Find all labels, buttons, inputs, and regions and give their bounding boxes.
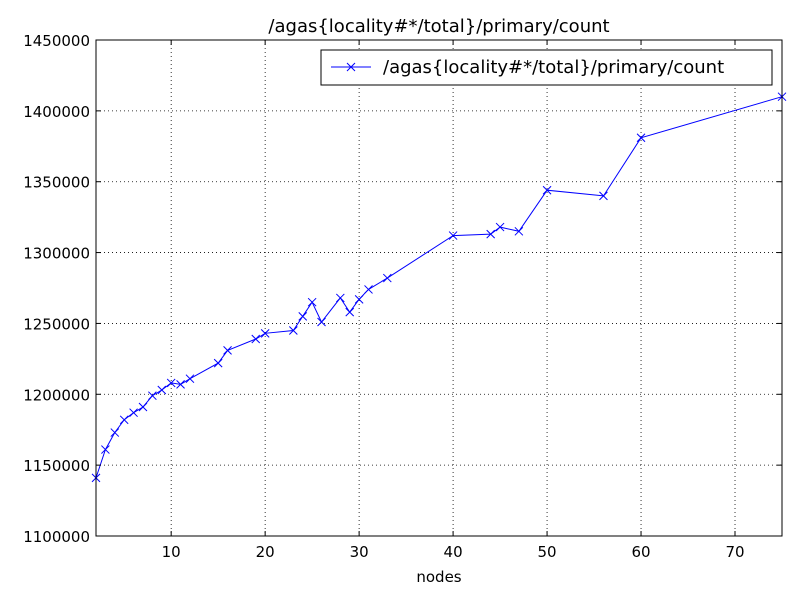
data-point-marker — [382, 273, 392, 283]
data-point-marker — [495, 222, 505, 232]
data-point-marker — [354, 294, 364, 304]
data-point-marker — [288, 326, 298, 335]
data-point-marker — [119, 415, 129, 425]
data-point-marker — [307, 297, 317, 307]
data-point-marker — [185, 374, 195, 384]
y-tick-label: 1100000 — [23, 528, 90, 546]
x-tick-label: 20 — [256, 543, 275, 561]
y-tick-label: 1450000 — [23, 32, 90, 50]
x-axis-label: nodes — [416, 568, 461, 586]
legend: /agas{locality#*/total}/primary/count — [320, 49, 773, 86]
data-point-marker — [176, 380, 185, 389]
data-point-marker — [636, 133, 646, 143]
data-point-marker — [101, 445, 110, 454]
data-point-marker — [514, 226, 524, 236]
data-point-marker — [223, 346, 232, 355]
chart-title: /agas{locality#*/total}/primary/count — [268, 16, 609, 37]
data-point-marker — [260, 328, 270, 338]
data-point-marker — [129, 408, 138, 418]
data-point-marker — [486, 229, 496, 239]
x-tick-label: 70 — [725, 543, 744, 561]
data-point-marker — [148, 391, 157, 401]
data-point-marker — [542, 185, 552, 195]
x-tick-label: 60 — [631, 543, 650, 561]
data-point-marker — [213, 358, 223, 368]
data-point-marker — [157, 385, 167, 395]
data-point-marker — [364, 285, 373, 294]
data-point-marker — [345, 307, 355, 317]
data-point-marker — [166, 378, 176, 388]
y-tick-label: 1400000 — [23, 103, 90, 121]
data-point-marker — [448, 231, 458, 240]
legend-entry-label: /agas{locality#*/total}/primary/count — [383, 57, 724, 78]
legend-box — [320, 49, 773, 86]
y-tick-label: 1300000 — [23, 245, 90, 263]
data-point-marker — [138, 402, 148, 412]
series-layer — [91, 92, 787, 483]
y-tick-label: 1200000 — [23, 386, 90, 404]
x-tick-label: 10 — [162, 543, 181, 561]
y-tick-label: 1350000 — [23, 174, 90, 192]
x-tick-label: 40 — [444, 543, 463, 561]
data-point-marker — [110, 428, 120, 437]
plot-frame — [95, 39, 783, 537]
y-tick-label: 1150000 — [23, 457, 90, 475]
data-point-marker — [335, 293, 345, 303]
data-point-marker — [599, 191, 608, 201]
tick-layer: 10 20 30 40 50 60 70 1100000 1150000 1200000 12500… — [23, 32, 782, 561]
x-tick-label: 50 — [538, 543, 557, 561]
data-point-marker — [298, 311, 308, 321]
x-tick-label: 30 — [350, 543, 369, 561]
legend-marker-x — [346, 62, 356, 72]
data-point-marker — [251, 334, 261, 344]
y-tick-label: 1250000 — [23, 315, 90, 333]
grid-lines — [96, 39, 782, 537]
data-point-marker — [317, 317, 326, 327]
